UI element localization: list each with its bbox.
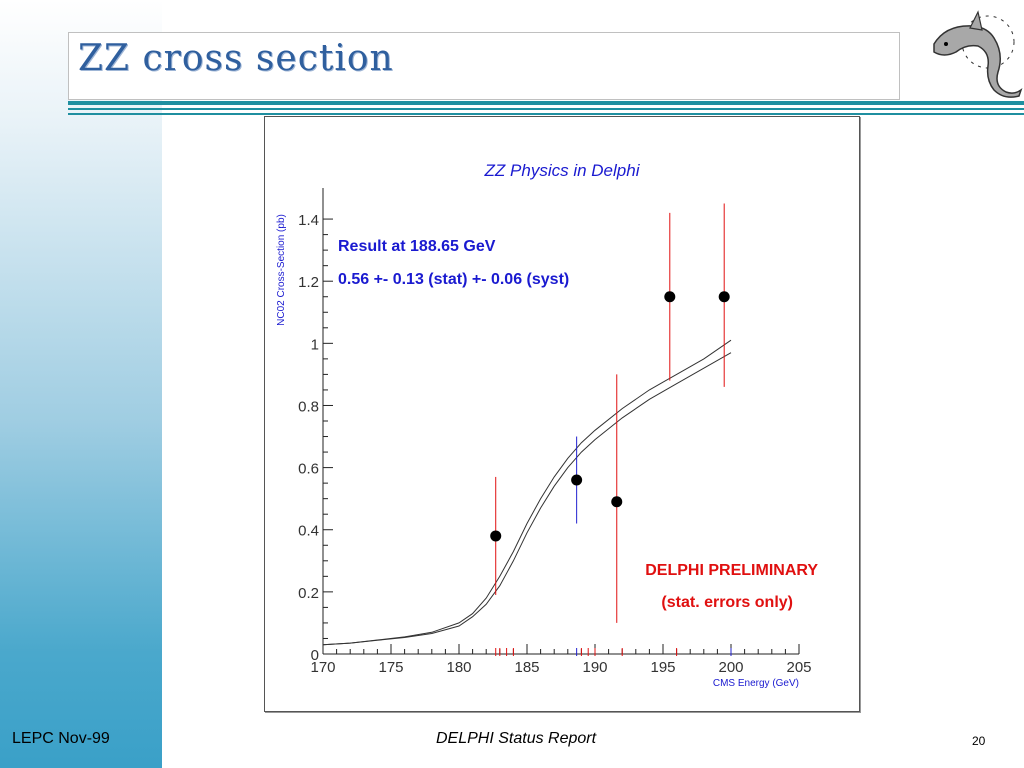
chart-title: ZZ Physics in Delphi [484,161,641,180]
theory-curve-2 [322,352,732,646]
dolphin-body [933,25,1023,98]
stat-errors-note: (stat. errors only) [661,594,793,611]
y-tick-label: 0.6 [298,461,319,478]
y-tick-label: 0.4 [298,523,319,540]
energy-tick-marks [495,648,732,656]
data-point-2 [571,474,583,486]
x-tick-label: 170 [310,659,335,676]
x-tick-label: 205 [786,659,811,676]
sidebar-gradient [0,0,162,768]
dolphin-logo [933,10,1023,98]
plot-frame [264,116,860,712]
x-tick-label: 180 [446,659,471,676]
y-tick-label: 0.2 [298,585,319,602]
x-tick-label: 195 [650,659,675,676]
error-bars [495,203,725,623]
y-tick-label: 0 [311,647,319,664]
result-annotation-line1: Result at 188.65 GeV [338,238,496,255]
dolphin-eye [944,42,948,46]
x-tick-label: 175 [378,659,403,676]
theory-curves [322,339,732,646]
y-ticks: 0 0.2 0.4 0.6 0.8 1 1.2 1.4 [298,212,333,664]
y-tick-label: 1.4 [298,212,319,229]
zz-cross-section-chart: ZZ Physics in Delphi NC02 Cross-Section … [276,161,818,689]
data-point-5 [718,291,730,303]
result-annotation-line2: 0.56 +- 0.13 (stat) +- 0.06 (syst) [338,271,569,288]
theory-curve-1 [322,339,732,646]
preliminary-label: DELPHI PRELIMINARY [645,562,818,579]
x-tick-label: 185 [514,659,539,676]
title-rule-thin-1 [68,108,1024,110]
data-point-4 [664,291,676,303]
x-axis-label: CMS Energy (GeV) [713,678,799,689]
x-tick-label: 200 [718,659,743,676]
footer-left: LEPC Nov-99 [12,730,110,747]
title-box [68,32,900,100]
y-axis-label: NC02 Cross-Section (pb) [276,214,287,326]
page-number: 20 [972,734,986,748]
title-rule-thick [68,101,1024,105]
x-tick-label: 190 [582,659,607,676]
slide-title: ZZ cross section [78,38,394,79]
footer-center: DELPHI Status Report [436,730,597,747]
dolphin-fin [969,10,983,31]
data-point-1 [490,530,502,542]
x-ticks: 170 175 180 185 190 195 200 205 [310,644,812,676]
data-point-3 [611,496,623,508]
data-points [490,291,730,542]
y-tick-label: 1 [311,336,319,353]
y-tick-label: 0.8 [298,398,319,415]
y-tick-label: 1.2 [298,274,319,291]
title-rule-thin-2 [68,113,1024,115]
